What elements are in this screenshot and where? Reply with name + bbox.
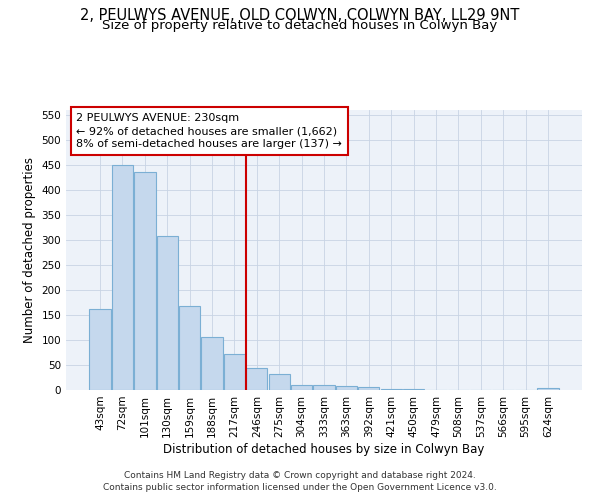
Bar bbox=[269, 374, 290, 390]
Bar bbox=[336, 386, 357, 390]
Bar bbox=[134, 172, 155, 390]
Bar bbox=[89, 308, 111, 390]
Y-axis label: Number of detached properties: Number of detached properties bbox=[23, 157, 36, 343]
Text: Contains HM Land Registry data © Crown copyright and database right 2024.
Contai: Contains HM Land Registry data © Crown c… bbox=[103, 471, 497, 492]
Bar bbox=[403, 389, 424, 390]
Text: 2, PEULWYS AVENUE, OLD COLWYN, COLWYN BAY, LL29 9NT: 2, PEULWYS AVENUE, OLD COLWYN, COLWYN BA… bbox=[80, 8, 520, 22]
Bar bbox=[246, 368, 268, 390]
Bar bbox=[537, 388, 559, 390]
Text: 2 PEULWYS AVENUE: 230sqm
← 92% of detached houses are smaller (1,662)
8% of semi: 2 PEULWYS AVENUE: 230sqm ← 92% of detach… bbox=[76, 113, 342, 149]
Bar bbox=[112, 165, 133, 390]
Bar bbox=[224, 354, 245, 390]
Text: Size of property relative to detached houses in Colwyn Bay: Size of property relative to detached ho… bbox=[103, 18, 497, 32]
Bar bbox=[380, 389, 402, 390]
Bar bbox=[179, 306, 200, 390]
Bar bbox=[202, 336, 223, 390]
X-axis label: Distribution of detached houses by size in Colwyn Bay: Distribution of detached houses by size … bbox=[163, 442, 485, 456]
Bar bbox=[291, 384, 312, 390]
Bar bbox=[157, 236, 178, 390]
Bar bbox=[358, 386, 379, 390]
Bar bbox=[313, 384, 335, 390]
